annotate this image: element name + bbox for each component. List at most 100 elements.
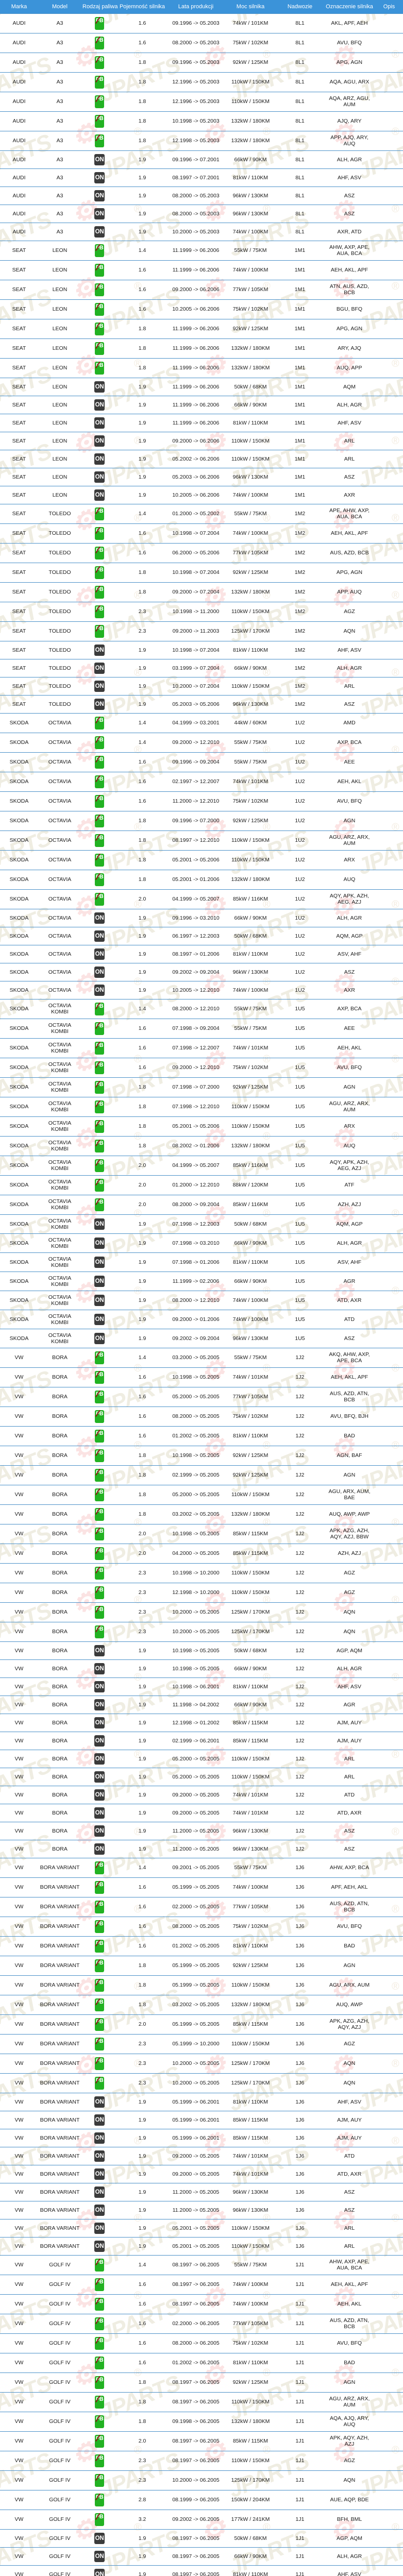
table-row[interactable]: SEAT LEON ON 1.9 05.2002 -> 06.2006 110kW / 1… (0, 450, 403, 468)
table-row[interactable]: SKODA OCTAVIA PB 2.0 04.1999 -> 05.2007 85kW … (0, 889, 403, 909)
table-row[interactable]: VW GOLF IV PB 2.3 10.2000 -> 06.2005 125kW / … (0, 2470, 403, 2490)
table-row[interactable]: SEAT LEON ON 1.9 11.1999 -> 06.2006 50kW / 68… (0, 378, 403, 396)
table-row[interactable]: VW GOLF IV PB 3.2 09.2002 -> 06.2005 177kW / … (0, 2510, 403, 2529)
column-header-lata[interactable]: Lata produkcji (167, 0, 225, 13)
table-row[interactable]: VW BORA VARIANT PB 1.6 01.2002 -> 05.2005 81k… (0, 1936, 403, 1956)
table-row[interactable]: SEAT LEON ON 1.9 11.1999 -> 06.2006 66kW / 90… (0, 396, 403, 414)
table-row[interactable]: SEAT LEON ON 1.9 11.1999 -> 06.2006 81kW / 11… (0, 414, 403, 432)
table-row[interactable]: VW BORA PB 1.8 02.1999 -> 05.2005 92kW / 125K… (0, 1465, 403, 1485)
table-row[interactable]: SKODA OCTAVIA PB 1.8 05.2001 -> 05.2006 110kW… (0, 850, 403, 870)
table-row[interactable]: VW BORA ON 1.9 11.1998 -> 04.2002 66kW / 90KM… (0, 1696, 403, 1714)
table-row[interactable]: SKODA OCTAVIA ON 1.9 10.2005 -> 12.2010 74kW … (0, 981, 403, 999)
table-row[interactable]: VW BORA VARIANT ON 1.9 05.1999 -> 06.2001 85k… (0, 2129, 403, 2147)
table-row[interactable]: VW BORA VARIANT PB 2.3 05.1999 -> 10.2000 110… (0, 2034, 403, 2054)
table-row[interactable]: VW BORA PB 1.6 05.2000 -> 05.2005 77kW / 105K… (0, 1387, 403, 1406)
table-row[interactable]: SKODA OCTAVIA ON 1.9 06.1997 -> 12.2003 50kW … (0, 927, 403, 945)
table-row[interactable]: AUDI A3 PB 1.8 10.1998 -> 05.2003 132kW / 180… (0, 111, 403, 131)
table-row[interactable]: SEAT LEON ON 1.9 09.2000 -> 06.2006 110kW / 1… (0, 432, 403, 450)
table-row[interactable]: SKODA OCTAVIA KOMBI PB 1.8 07.1998 -> 07.200… (0, 1077, 403, 1097)
table-row[interactable]: SKODA OCTAVIA ON 1.9 09.1996 -> 03.2010 66kW … (0, 909, 403, 927)
column-header-oznaczenie[interactable]: Oznaczenie silnika (324, 0, 375, 13)
table-row[interactable]: VW GOLF IV ON 1.9 08.1997 -> 06.2005 50kW / 6… (0, 2529, 403, 2547)
table-row[interactable]: VW GOLF IV PB 1.6 08.2000 -> 06.2005 75kW / 1… (0, 2333, 403, 2353)
table-row[interactable]: VW BORA ON 1.9 12.1998 -> 01.2002 85kW / 115K… (0, 1714, 403, 1732)
table-row[interactable]: SKODA OCTAVIA PB 1.4 04.1999 -> 03.2001 44kW … (0, 713, 403, 733)
table-row[interactable]: SKODA OCTAVIA KOMBI PB 2.0 01.2000 -> 12.201… (0, 1175, 403, 1195)
table-row[interactable]: SKODA OCTAVIA PB 1.4 09.2000 -> 12.2010 55kW … (0, 733, 403, 752)
table-row[interactable]: VW BORA VARIANT ON 1.9 05.2001 -> 05.2005 110… (0, 2219, 403, 2237)
table-row[interactable]: SKODA OCTAVIA KOMBI ON 1.9 07.1998 -> 12.200… (0, 1214, 403, 1233)
table-row[interactable]: SEAT LEON PB 1.8 11.1999 -> 06.2006 92kW / 12… (0, 319, 403, 338)
table-row[interactable]: VW BORA PB 1.6 01.2002 -> 05.2005 81kW / 110K… (0, 1426, 403, 1446)
table-row[interactable]: SKODA OCTAVIA KOMBI PB 2.0 04.1999 -> 05.200… (0, 1156, 403, 1175)
table-row[interactable]: VW BORA VARIANT ON 1.9 05.1999 -> 06.2001 85k… (0, 2111, 403, 2129)
table-row[interactable]: SKODA OCTAVIA KOMBI PB 2.0 08.2000 -> 09.200… (0, 1195, 403, 1214)
table-row[interactable]: VW BORA PB 1.4 03.2000 -> 05.2005 55kW / 75KM… (0, 1348, 403, 1367)
table-row[interactable]: VW BORA PB 2.3 10.2000 -> 05.2005 125kW / 170… (0, 1602, 403, 1622)
table-row[interactable]: VW BORA VARIANT ON 1.9 05.2001 -> 05.2005 110… (0, 2237, 403, 2255)
table-row[interactable]: VW BORA PB 1.6 08.2000 -> 05.2005 75kW / 102K… (0, 1406, 403, 1426)
column-header-marka[interactable]: Marka (0, 0, 38, 13)
table-row[interactable]: VW BORA ON 1.9 11.2000 -> 05.2005 96kW / 130K… (0, 1822, 403, 1840)
table-row[interactable]: SKODA OCTAVIA KOMBI PB 1.6 07.1998 -> 12.200… (0, 1038, 403, 1058)
table-row[interactable]: VW GOLF IV PB 2.8 08.1999 -> 06.2005 150kW / … (0, 2490, 403, 2510)
table-row[interactable]: SKODA OCTAVIA KOMBI ON 1.9 09.2000 -> 01.200… (0, 1310, 403, 1329)
table-row[interactable]: VW BORA PB 1.8 10.1998 -> 05.2005 92kW / 125K… (0, 1446, 403, 1465)
table-row[interactable]: SEAT LEON PB 1.6 11.1999 -> 06.2006 74kW / 10… (0, 260, 403, 280)
table-row[interactable]: SEAT TOLEDO PB 1.8 09.2000 -> 07.2004 132kW /… (0, 582, 403, 602)
table-row[interactable]: VW BORA ON 1.9 05.2000 -> 05.2005 110kW / 150… (0, 1768, 403, 1786)
table-row[interactable]: VW BORA PB 1.6 10.1998 -> 05.2005 74kW / 101K… (0, 1367, 403, 1387)
table-row[interactable]: SEAT TOLEDO ON 1.9 05.2003 -> 05.2006 96kW / … (0, 695, 403, 713)
table-row[interactable]: VW GOLF IV ON 1.9 08.1997 -> 06.2005 66kW / 9… (0, 2547, 403, 2565)
column-header-fuel[interactable]: Rodzaj paliwa (81, 0, 117, 13)
table-row[interactable]: SEAT TOLEDO PB 1.6 10.1998 -> 07.2004 74kW / … (0, 523, 403, 543)
table-row[interactable]: VW BORA VARIANT ON 1.9 09.2000 -> 05.2005 74k… (0, 2165, 403, 2183)
table-row[interactable]: VW BORA ON 1.9 02.1999 -> 06.2001 85kW / 115K… (0, 1732, 403, 1750)
table-row[interactable]: VW GOLF IV PB 1.4 08.1997 -> 06.2005 55kW / 7… (0, 2255, 403, 2275)
table-row[interactable]: AUDI A3 ON 1.9 08.2000 -> 05.2003 96kW / 130K… (0, 187, 403, 205)
table-row[interactable]: VW GOLF IV PB 2.3 08.1997 -> 06.2005 110kW / … (0, 2451, 403, 2470)
table-row[interactable]: SKODA OCTAVIA ON 1.9 08.1997 -> 01.2006 81kW … (0, 945, 403, 963)
table-row[interactable]: SKODA OCTAVIA KOMBI PB 1.4 08.2000 -> 12.201… (0, 999, 403, 1019)
table-row[interactable]: SKODA OCTAVIA KOMBI ON 1.9 08.2000 -> 12.201… (0, 1291, 403, 1310)
table-row[interactable]: SEAT TOLEDO ON 1.9 10.1998 -> 07.2004 81kW / … (0, 641, 403, 659)
table-row[interactable]: VW BORA PB 1.8 03.2002 -> 05.2005 132kW / 180… (0, 1504, 403, 1524)
table-row[interactable]: VW BORA VARIANT PB 2.3 10.2000 -> 05.2005 125… (0, 2054, 403, 2073)
table-row[interactable]: VW BORA VARIANT PB 1.6 08.2000 -> 05.2005 75k… (0, 1917, 403, 1936)
table-row[interactable]: VW GOLF IV PB 2.0 08.1997 -> 06.2005 85kW / 1… (0, 2431, 403, 2451)
table-row[interactable]: SEAT LEON ON 1.9 05.2003 -> 06.2006 96kW / 13… (0, 468, 403, 486)
table-row[interactable]: SEAT LEON PB 1.8 11.1999 -> 06.2006 132kW / 1… (0, 338, 403, 358)
table-row[interactable]: VW GOLF IV PB 1.8 09.1998 -> 06.2005 132kW / … (0, 2412, 403, 2431)
table-row[interactable]: SKODA OCTAVIA KOMBI PB 1.6 09.2000 -> 12.201… (0, 1058, 403, 1077)
table-row[interactable]: VW BORA VARIANT ON 1.9 11.2000 -> 05.2005 96k… (0, 2183, 403, 2201)
table-row[interactable]: SEAT TOLEDO ON 1.9 10.2000 -> 07.2004 110kW /… (0, 677, 403, 695)
table-row[interactable]: VW BORA PB 2.3 10.1998 -> 10.2000 110kW / 150… (0, 1563, 403, 1583)
table-row[interactable]: AUDI A3 PB 1.8 12.1996 -> 05.2003 110kW / 150… (0, 92, 403, 111)
table-row[interactable]: SEAT LEON PB 1.4 11.1999 -> 06.2006 55kW / 75… (0, 241, 403, 260)
table-row[interactable]: SEAT TOLEDO PB 1.6 06.2000 -> 05.2006 77kW / … (0, 543, 403, 563)
table-row[interactable]: SEAT LEON PB 1.6 09.2000 -> 06.2006 77kW / 10… (0, 280, 403, 299)
table-row[interactable]: VW BORA VARIANT PB 2.3 10.2000 -> 05.2005 125… (0, 2073, 403, 2093)
column-header-model[interactable]: Model (38, 0, 81, 13)
column-header-moc[interactable]: Moc silnika (225, 0, 276, 13)
table-row[interactable]: SKODA OCTAVIA KOMBI ON 1.9 09.2002 -> 09.200… (0, 1329, 403, 1348)
table-row[interactable]: SEAT TOLEDO ON 1.9 03.1999 -> 07.2004 66kW / … (0, 659, 403, 677)
table-row[interactable]: VW GOLF IV PB 1.8 08.1997 -> 06.2005 92kW / 1… (0, 2372, 403, 2392)
table-row[interactable]: AUDI A3 ON 1.9 10.2000 -> 05.2003 74kW / 100K… (0, 223, 403, 241)
table-row[interactable]: VW BORA ON 1.9 10.1998 -> 05.2005 66kW / 90KM… (0, 1659, 403, 1677)
table-row[interactable]: VW BORA ON 1.9 09.2000 -> 05.2005 74kW / 101K… (0, 1804, 403, 1822)
table-row[interactable]: VW BORA ON 1.9 10.1998 -> 05.2005 50kW / 68KM… (0, 1641, 403, 1659)
table-row[interactable]: SKODA OCTAVIA PB 1.6 02.1997 -> 12.2007 74kW … (0, 772, 403, 791)
table-row[interactable]: VW BORA VARIANT PB 1.8 05.1999 -> 05.2005 110… (0, 1975, 403, 1995)
table-row[interactable]: SKODA OCTAVIA PB 1.6 11.2000 -> 12.2010 75kW … (0, 791, 403, 811)
table-row[interactable]: VW GOLF IV PB 1.6 08.1997 -> 06.2005 74kW / 1… (0, 2294, 403, 2314)
table-row[interactable]: SEAT TOLEDO PB 2.3 09.2000 -> 11.2003 125kW /… (0, 621, 403, 641)
table-row[interactable]: VW BORA VARIANT ON 1.9 11.2000 -> 05.2005 96k… (0, 2201, 403, 2219)
table-row[interactable]: VW BORA VARIANT PB 1.8 03.2002 -> 05.2005 132… (0, 1995, 403, 2014)
table-row[interactable]: SEAT TOLEDO PB 1.8 10.1998 -> 07.2004 92kW / … (0, 563, 403, 582)
table-row[interactable]: AUDI A3 PB 1.8 09.1996 -> 05.2003 92kW / 125K… (0, 53, 403, 72)
table-row[interactable]: VW BORA VARIANT PB 1.6 02.2000 -> 05.2005 77k… (0, 1897, 403, 1917)
column-header-pojemnosc[interactable]: Pojemność silnika (117, 0, 167, 13)
table-row[interactable]: SKODA OCTAVIA KOMBI PB 1.8 08.2002 -> 01.200… (0, 1136, 403, 1156)
table-row[interactable]: VW BORA VARIANT PB 1.4 09.2001 -> 05.2005 55k… (0, 1858, 403, 1877)
